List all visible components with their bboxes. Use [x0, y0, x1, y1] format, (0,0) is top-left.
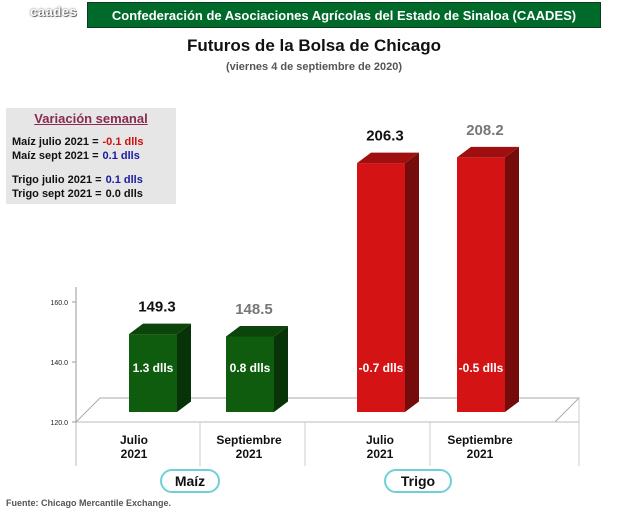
variation-row-trigo-sept: Trigo sept 2021 = 0.0 dlls — [12, 188, 143, 200]
chart-subtitle: (viernes 4 de septiembre de 2020) — [225, 61, 403, 73]
variation-row-trigo-julio: Trigo julio 2021 = 0.1 dlls — [12, 174, 143, 186]
weekly-variation-box: Variación semanal Maíz julio 2021 = -0.1 … — [6, 108, 176, 204]
y-tick-label: 160.0 — [50, 300, 68, 307]
bar-front — [357, 163, 405, 412]
category-label: Septiembre 2021 — [447, 433, 513, 461]
y-tick-label: 120.0 — [50, 420, 68, 427]
variation-row-maiz-sept: Maíz sept 2021 = 0.1 dlls — [12, 150, 140, 162]
variation-value: 0.0 dlls — [105, 188, 143, 200]
bar — [129, 323, 191, 412]
caades-logo: caades — [30, 3, 86, 25]
header: caades Confederación de Asociaciones Agr… — [0, 0, 628, 30]
bar-value-label: 208.2 — [466, 122, 504, 139]
chart-floor — [74, 397, 581, 423]
bar-inner-label: 0.8 dlls — [230, 361, 271, 375]
bar — [357, 152, 419, 412]
group-label-maiz: Maíz — [160, 469, 220, 493]
bar — [226, 326, 288, 412]
category-label: Julio 2021 — [366, 433, 394, 461]
source-footer: Fuente: Chicago Mercantile Exchange. — [6, 498, 172, 508]
group-label-trigo: Trigo — [384, 469, 452, 493]
bar-side — [177, 323, 191, 412]
bar-top — [226, 326, 288, 337]
weekly-variation-title: Variación semanal — [34, 111, 148, 126]
bar-side — [505, 146, 519, 412]
category-label: Julio 2021 — [120, 433, 148, 461]
bar-front — [457, 157, 505, 412]
header-banner: Confederación de Asociaciones Agrícolas … — [87, 2, 601, 28]
bar — [457, 146, 519, 412]
bar-inner-label: -0.7 dlls — [359, 361, 404, 375]
bar-side — [405, 152, 419, 412]
variation-label: Trigo sept 2021 = — [12, 188, 102, 200]
variation-label: Maíz sept 2021 = — [12, 150, 99, 162]
variation-row-maiz-julio: Maíz julio 2021 = -0.1 dlls — [12, 136, 143, 148]
bar-front — [129, 334, 177, 412]
variation-label: Trigo julio 2021 = — [12, 174, 102, 186]
bar-front — [226, 336, 274, 412]
bar-value-label: 148.5 — [235, 301, 273, 318]
chart-title: Futuros de la Bolsa de Chicago — [186, 36, 442, 55]
bar-side — [274, 326, 288, 412]
y-tick-label: 140.0 — [50, 360, 68, 367]
variation-value: 0.1 dlls — [102, 150, 140, 162]
bar-value-label: 149.3 — [138, 299, 176, 316]
variation-value: -0.1 dlls — [102, 136, 144, 148]
variation-value: 0.1 dlls — [105, 174, 143, 186]
bar-top — [457, 146, 519, 158]
variation-label: Maíz julio 2021 = — [12, 136, 99, 148]
bar-top — [357, 152, 419, 164]
bar-value-label: 206.3 — [366, 128, 404, 145]
category-label: Septiembre 2021 — [216, 433, 282, 461]
logo-text: caades — [30, 4, 78, 19]
bar-inner-label: -0.5 dlls — [459, 361, 504, 375]
bar-top — [129, 323, 191, 335]
bar-inner-label: 1.3 dlls — [133, 361, 174, 375]
